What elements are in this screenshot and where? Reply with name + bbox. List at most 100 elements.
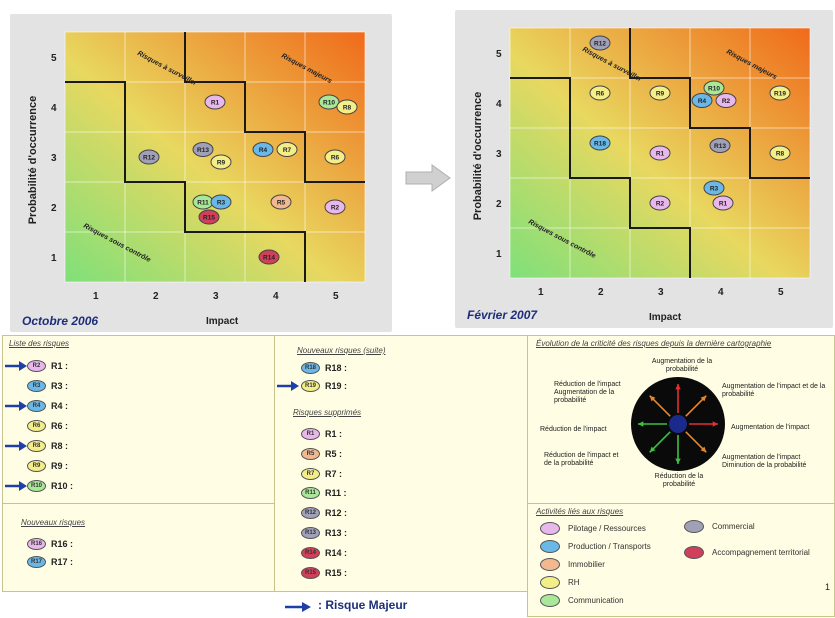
risk-list-label: R15 : [325,567,348,578]
activity-swatch [540,522,560,535]
evo-label-top: Augmentation de la probabilité [651,358,713,373]
risk-marker-r10: R10 [318,94,340,110]
risk-list-label: R16 : [51,539,74,549]
risk-marker-r9: R9 [210,154,232,170]
evo-label-bottom-left: Réduction de l'impact et de la probabili… [544,452,619,467]
risk-label: R8 [776,151,785,158]
y-tick-label: 2 [51,203,57,214]
activity-swatch [540,576,560,589]
y-tick-label: 3 [51,153,57,164]
activities-title: Activités liés aux risques [536,507,624,516]
y-tick-label: 5 [496,49,502,60]
y-tick-label: 4 [496,99,502,110]
risk-ellipse [589,135,611,151]
risk-label: R1 [656,151,665,158]
risk-list-item: R13 R13 : [301,525,347,541]
risk-ellipse [709,138,731,153]
risk-marker-r1: R1 [204,94,226,110]
risk-list-item: R2 R1 : [5,358,69,374]
activity-label: Production / Transports [568,542,651,551]
risk-ellipse [649,85,671,101]
new-risks-title: Nouveaux risques [21,518,86,527]
risk-list-label: R3 : [51,381,69,391]
risk-label: R13 [714,143,726,150]
risk-ellipse [252,142,274,157]
risk-list-item: R16 R16 : [27,536,73,552]
major-risk-arrow-icon [5,481,27,491]
evolution-panel: Évolution de la criticité des risques de… [527,335,835,505]
risk-list-label: R1 : [51,361,69,371]
risk-badge: R8 [27,440,46,452]
risk-list-item: R17 R17 : [27,554,73,570]
risk-list-item: R8 R8 : [5,438,68,454]
risk-list-item: R10 R10 : [5,478,73,494]
risk-label: R3 [710,186,719,193]
risk-ellipse [703,180,725,196]
activity-swatch [684,520,704,533]
evo-label-top-left: Réduction de l'impact Augmentation de la… [554,381,621,404]
evo-label-top-right: Augmentation de l'impact et de la probab… [722,383,826,398]
y-tick-label: 3 [496,149,502,160]
risk-label: R5 [277,200,286,207]
risk-list-item: R4 R4 : [5,398,68,414]
activity-label: RH [568,578,580,587]
risk-ellipse [204,94,226,110]
major-risk-arrow-icon [5,361,27,371]
risk-badge: R9 [27,460,46,472]
map-panel-oct2006: 1 2 3 4 5 5 4 3 2 1 Risques à surveiller Risques ma… [10,14,392,332]
activity-swatch [540,540,560,553]
risk-list-item: R12 R12 : [301,505,347,521]
risk-list-label: R19 : [325,381,348,391]
risk-ellipse [324,199,346,215]
risk-badge: R19 [301,380,320,392]
risk-label: R6 [331,155,340,162]
map-date-label: Octobre 2006 [22,314,99,328]
activity-swatch [684,546,704,559]
risk-label: R9 [217,160,226,167]
risk-badge: R11 [301,487,320,500]
compass-center [669,415,687,433]
risk-marker-r2: R2 [649,195,671,211]
activity-legend-item: Commercial [684,520,755,533]
evolution-title: Évolution de la criticité des risques de… [536,339,772,348]
risk-badge: R17 [27,556,46,568]
major-risk-arrow-icon [277,381,299,391]
risk-badge: R1 [301,428,320,440]
new-risks-cont-title: Nouveaux risques (suite) [297,346,386,355]
risk-label: R10 [323,100,335,107]
risk-label: R7 [283,147,292,154]
x-tick-label: 3 [658,287,664,298]
risk-ellipse [258,249,280,265]
risk-label: R13 [197,147,209,154]
risk-label: R14 [263,255,275,262]
risk-marker-r4: R4 [252,142,274,157]
activity-legend-item: Communication [540,594,624,607]
risk-list-label: R14 : [325,547,348,558]
risk-badge: R3 [27,380,46,392]
risk-ellipse [691,93,713,108]
risk-marker-r8: R8 [769,145,791,161]
y-axis-label: Probabilité d'occurrence [27,95,39,225]
risk-marker-r8: R8 [336,99,358,115]
risk-ellipse [336,99,358,115]
risk-badge: R13 [301,527,320,539]
risk-label: R6 [596,91,605,98]
risk-badge: R14 [301,546,320,559]
zone-boundary-controlled [65,81,306,282]
risk-badge: R4 [27,400,46,412]
risk-ellipse [649,195,671,211]
risk-marker-r13: R13 [192,142,214,157]
risk-ellipse [138,149,160,165]
y-tick-label: 4 [51,103,57,114]
map-panel-fev2007: 1 2 3 4 5 5 4 3 2 1 Risques à surveiller Risques ma… [455,10,833,328]
risk-label: R10 [708,86,720,93]
risk-ellipse [318,94,340,110]
risk-list-label: R9 : [51,461,69,471]
x-tick-label: 2 [153,291,159,302]
risk-marker-r15: R15 [198,209,220,225]
evo-label-left: Réduction de l'impact [540,426,607,433]
risk-label: R11 [197,200,209,207]
risk-badge: R5 [301,447,320,460]
risk-badge: R7 [301,467,320,480]
